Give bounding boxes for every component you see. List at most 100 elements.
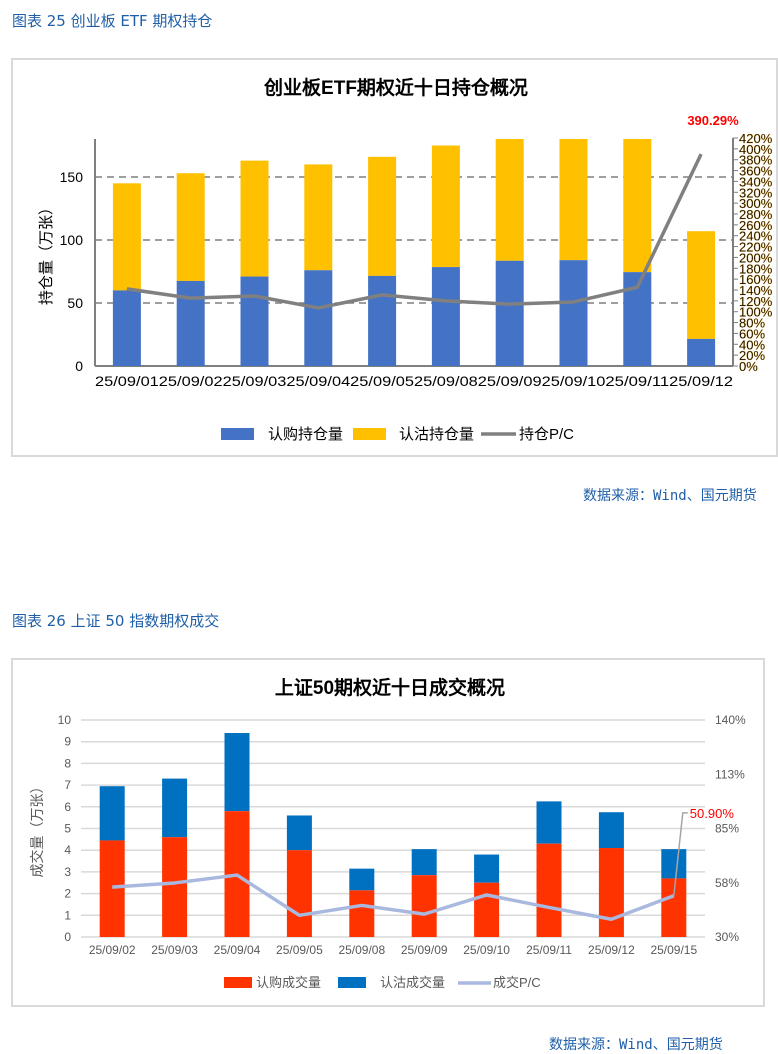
chart-2-xtick-label: 25/09/08 <box>338 943 385 957</box>
chart-2-xtick-label: 25/09/04 <box>214 943 261 957</box>
chart-1-bar-put <box>113 183 141 290</box>
chart-2-y2tick-label: 113% <box>715 767 745 781</box>
chart-2-ytick-label: 10 <box>58 713 72 727</box>
chart-2-bar-call <box>412 875 437 937</box>
chart-2-ytick-label: 1 <box>64 908 71 922</box>
chart-1-bar-call <box>113 290 141 366</box>
chart-2-xtick-label: 25/09/03 <box>151 943 198 957</box>
chart-2-ytick-label: 8 <box>64 756 71 770</box>
chart-1-bar-put <box>177 173 205 281</box>
chart-1-bar-call <box>368 276 396 366</box>
chart-2-legend-pc-label: 成交P/C <box>493 975 541 990</box>
figure-26-source: 数据来源：Wind、国元期货 <box>549 1034 723 1054</box>
chart-1-xtick-label: 25/09/02 <box>159 373 223 389</box>
chart-1-bar-put <box>496 139 524 261</box>
chart-1-xtick-label: 25/09/03 <box>223 373 287 389</box>
chart-2-bar-call <box>162 837 187 937</box>
chart-2-bar-call <box>661 878 686 937</box>
chart-2-y2tick-label: 140% <box>715 713 746 727</box>
chart-1-xtick-label: 25/09/05 <box>350 373 414 389</box>
chart-2-xtick-label: 25/09/02 <box>89 943 136 957</box>
chart-1-bar-call <box>177 281 205 366</box>
chart-2-xtick-label: 25/09/05 <box>276 943 323 957</box>
chart-1-bar-call <box>241 277 269 366</box>
chart-1-legend-call-swatch <box>221 428 254 440</box>
chart-2-ytick-label: 5 <box>64 822 71 836</box>
chart-1-bar-call <box>496 261 524 366</box>
chart-1-xtick-label: 25/09/11 <box>605 373 669 389</box>
chart-2-ytick-label: 9 <box>64 735 71 749</box>
chart-1-bar-put <box>432 146 460 268</box>
chart-2-xtick-label: 25/09/10 <box>463 943 510 957</box>
chart-1-xtick-label: 25/09/01 <box>95 373 159 389</box>
chart-1-title: 创业板ETF期权近十日持仓概况 <box>263 76 528 99</box>
chart-1-ytick-label: 0 <box>75 358 83 374</box>
chart-2-bar-put <box>100 786 125 840</box>
chart-2-xtick-label: 25/09/15 <box>650 943 697 957</box>
chart-2-svg: 上证50期权近十日成交概况01234567891030%58%85%113%14… <box>13 660 767 1009</box>
chart-1-bar-put <box>241 161 269 277</box>
chart-2-bar-call <box>474 883 499 937</box>
chart-2-bar-put <box>162 779 187 838</box>
chart-1-bar-call <box>560 260 588 366</box>
chart-2-bar-put <box>474 855 499 883</box>
chart-1-bar-put <box>623 139 651 272</box>
chart-2-ytick-label: 3 <box>64 865 71 879</box>
chart-2-bar-put <box>287 815 312 850</box>
chart-1-xtick-label: 25/09/04 <box>286 373 350 389</box>
chart-1-bar-put <box>368 157 396 276</box>
chart-1-bar-put <box>687 231 715 339</box>
chart-2-y2tick-label: 58% <box>715 876 739 890</box>
chart-2-annotation: 50.90% <box>690 806 735 821</box>
chart-2-ytick-label: 6 <box>64 800 71 814</box>
chart-1-legend-call-label: 认购持仓量 <box>268 426 343 443</box>
chart-1-bar-call <box>687 339 715 366</box>
chart-2-ylabel: 成交量（万张） <box>29 780 45 878</box>
chart-1-svg: 创业板ETF期权近十日持仓概况0501001500%20%40%60%80%10… <box>13 60 778 459</box>
chart-1-xtick-label: 25/09/10 <box>542 373 606 389</box>
chart-2-title: 上证50期权近十日成交概况 <box>275 676 505 699</box>
chart-1-ytick-label: 150 <box>60 169 84 185</box>
chart-2-bar-call <box>537 844 562 937</box>
chart-2-pc-line <box>112 875 674 919</box>
chart-1-y2tick-label: 420% <box>739 131 773 146</box>
figure-25-source: 数据来源：Wind、国元期货 <box>583 485 757 505</box>
chart-2-ytick-label: 7 <box>64 778 71 792</box>
chart-2-legend-put-swatch <box>338 977 366 988</box>
chart-2-bar-call <box>100 840 125 937</box>
chart-2-bar-put <box>599 812 624 848</box>
figure-25-caption: 图表 25 创业板 ETF 期权持仓 <box>12 10 212 31</box>
chart-1-legend-put-swatch <box>353 428 386 440</box>
chart-2-bar-put <box>661 849 686 878</box>
chart-1-ylabel: 持仓量（万张） <box>38 200 55 305</box>
figure-26-caption: 图表 26 上证 50 指数期权成交 <box>12 610 219 631</box>
chart-2-legend-call-swatch <box>224 977 252 988</box>
chart-1-xtick-label: 25/09/09 <box>478 373 542 389</box>
chart-1-xtick-label: 25/09/12 <box>669 373 733 389</box>
chart-2-ytick-label: 0 <box>64 930 71 944</box>
chart-2-bar-call <box>349 890 374 937</box>
chart-2-bar-put <box>225 733 250 811</box>
chart-1-ytick-label: 50 <box>67 295 83 311</box>
chart-2-legend-put-label: 认沽成交量 <box>380 975 445 990</box>
chart-1-legend-pc-label: 持仓P/C <box>519 426 574 443</box>
chart-2-xtick-label: 25/09/12 <box>588 943 635 957</box>
chart-1-xtick-label: 25/09/08 <box>414 373 478 389</box>
chart-1-bar-call <box>432 267 460 366</box>
chart-2-xtick-label: 25/09/09 <box>401 943 448 957</box>
chart-2-ytick-label: 2 <box>64 887 71 901</box>
chart-1-annotation: 390.29% <box>687 113 739 128</box>
chart-1-bar-call <box>304 270 332 366</box>
chart-1-ytick-label: 100 <box>60 232 84 248</box>
chart-1-legend-put-label: 认沽持仓量 <box>399 426 474 443</box>
chart-1-bar-put <box>560 139 588 260</box>
chart-2-bar-put <box>349 869 374 891</box>
chart-2-bar-put <box>537 801 562 843</box>
chart-2-legend-call-label: 认购成交量 <box>256 975 321 990</box>
chart-1-bar-put <box>304 164 332 270</box>
chart-2-bar-put <box>412 849 437 875</box>
chart-2-y2tick-label: 30% <box>715 930 739 944</box>
chart-2-xtick-label: 25/09/11 <box>526 943 572 957</box>
